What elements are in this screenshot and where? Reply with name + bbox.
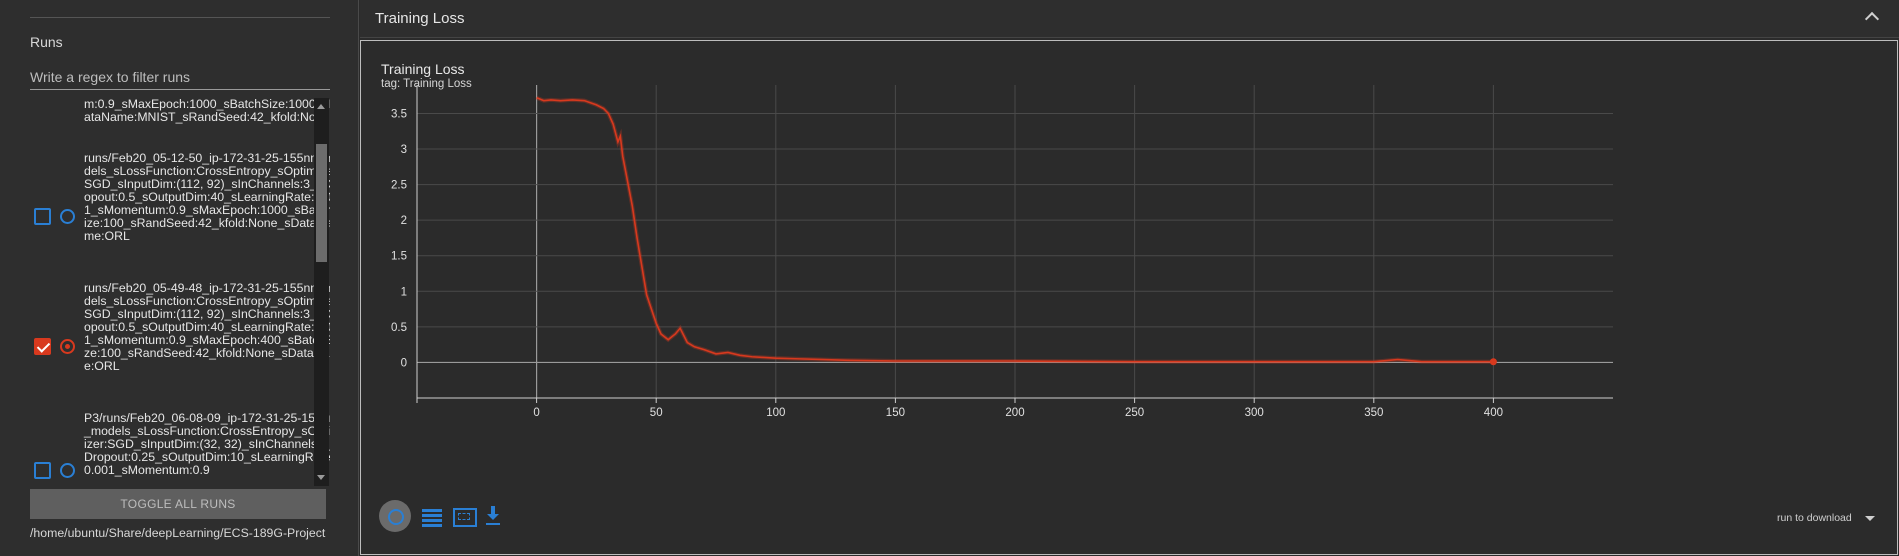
scroll-thumb[interactable] bbox=[316, 144, 327, 262]
chart-card: Training Loss tag: Training Loss 0 50 100 1… bbox=[360, 40, 1898, 555]
fit-domain-icon[interactable] bbox=[451, 503, 477, 529]
toggle-all-runs-button[interactable]: TOGGLE ALL RUNS bbox=[30, 489, 326, 519]
run-radio[interactable] bbox=[60, 209, 75, 224]
run-item: P3/runs/Feb20_06-08-09_ip-172-31-25-155n… bbox=[30, 412, 330, 486]
dropdown-caret-icon bbox=[1865, 516, 1875, 521]
x-tick-label: 400 bbox=[1484, 407, 1503, 419]
scroll-up-icon[interactable] bbox=[317, 104, 325, 109]
y-tick-label: 2.5 bbox=[391, 180, 407, 192]
collapse-chevron-icon[interactable] bbox=[1864, 11, 1880, 27]
x-tick-label: 350 bbox=[1364, 407, 1383, 419]
run-label: m:0.9_sMaxEpoch:1000_sBatchSize:1000_sDa… bbox=[84, 98, 330, 124]
lines-icon[interactable] bbox=[419, 503, 445, 529]
y-tick-label: 3.5 bbox=[391, 108, 407, 120]
run-label: runs/Feb20_05-12-50_ip-172-31-25-155nn_m… bbox=[84, 151, 330, 243]
y-tick-label: 0 bbox=[401, 357, 407, 369]
x-tick-label: 250 bbox=[1125, 407, 1144, 419]
logdir-path: /home/ubuntu/Share/deepLearning/ECS-189G… bbox=[30, 526, 326, 540]
section-header[interactable]: Training Loss bbox=[360, 0, 1899, 38]
run-item: m:0.9_sMaxEpoch:1000_sBatchSize:1000_sDa… bbox=[30, 98, 330, 138]
x-tick-label: 300 bbox=[1245, 407, 1264, 419]
y-tick-label: 2 bbox=[401, 215, 407, 227]
y-tick-labels: 0 0.5 1 1.5 2 2.5 3 3.5 bbox=[391, 108, 407, 369]
run-to-download-select[interactable]: run to download bbox=[1777, 508, 1877, 530]
run-radio[interactable] bbox=[60, 339, 75, 354]
y-tick-label: 3 bbox=[401, 144, 407, 156]
main-panel: Training Loss Training Loss tag: Trainin… bbox=[360, 0, 1899, 556]
run-to-download-label: run to download bbox=[1777, 512, 1852, 524]
run-item: runs/Feb20_05-49-48_ip-172-31-25-155nn_m… bbox=[30, 282, 330, 410]
run-checkbox[interactable] bbox=[34, 208, 51, 225]
x-tick-label: 50 bbox=[650, 407, 663, 419]
panel-divider bbox=[358, 0, 359, 556]
run-checkbox[interactable] bbox=[34, 338, 51, 355]
chart-title: Training Loss bbox=[381, 61, 465, 77]
chart-axes bbox=[416, 85, 1613, 403]
run-filter-input[interactable] bbox=[30, 64, 330, 90]
run-list-scrollbar[interactable] bbox=[314, 98, 329, 486]
zoom-icon[interactable] bbox=[379, 500, 411, 532]
loss-chart[interactable]: 0 50 100 150 200 250 300 350 400 0 0.5 1 1.5 2 2.5 3 3.… bbox=[361, 41, 1897, 554]
run-item: runs/Feb20_05-12-50_ip-172-31-25-155nn_m… bbox=[30, 152, 330, 280]
y-tick-label: 1.5 bbox=[391, 251, 407, 263]
run-list: m:0.9_sMaxEpoch:1000_sBatchSize:1000_sDa… bbox=[30, 98, 330, 486]
section-title: Training Loss bbox=[375, 10, 465, 27]
x-tick-labels: 0 50 100 150 200 250 300 350 400 bbox=[533, 407, 1503, 419]
sidebar-divider bbox=[30, 17, 330, 18]
runs-title: Runs bbox=[30, 34, 63, 50]
y-tick-label: 0.5 bbox=[391, 322, 407, 334]
download-icon[interactable] bbox=[481, 503, 507, 529]
x-tick-label: 0 bbox=[533, 407, 539, 419]
chart-tag: tag: Training Loss bbox=[381, 78, 472, 90]
run-label: runs/Feb20_05-49-48_ip-172-31-25-155nn_m… bbox=[84, 281, 330, 373]
x-tick-label: 150 bbox=[886, 407, 905, 419]
x-tick-label: 100 bbox=[766, 407, 785, 419]
y-tick-label: 1 bbox=[401, 286, 407, 298]
run-radio[interactable] bbox=[60, 463, 75, 478]
run-checkbox[interactable] bbox=[34, 462, 51, 479]
series-layer bbox=[535, 95, 1497, 366]
series-end-point bbox=[1489, 358, 1497, 366]
x-tick-label: 200 bbox=[1005, 407, 1024, 419]
scroll-down-icon[interactable] bbox=[317, 475, 325, 480]
chart-grid bbox=[417, 85, 1613, 398]
sidebar: Runs m:0.9_sMaxEpoch:1000_sBatchSize:100… bbox=[0, 0, 358, 556]
run-label: P3/runs/Feb20_06-08-09_ip-172-31-25-155n… bbox=[84, 411, 330, 477]
series-smoothed-line bbox=[536, 97, 1494, 363]
